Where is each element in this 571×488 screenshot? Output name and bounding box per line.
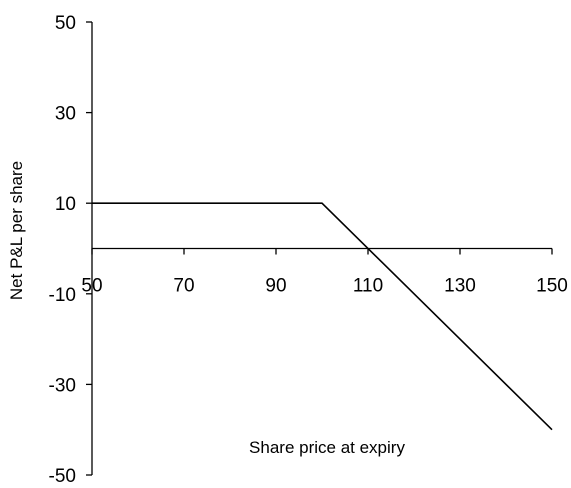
series-group xyxy=(92,202,553,431)
y-tick-label: 10 xyxy=(55,194,76,215)
x-axis: 50 70 90 110 130 150 xyxy=(81,247,568,297)
payoff-line xyxy=(92,202,553,431)
x-tick-label: 70 xyxy=(173,276,194,297)
x-tick-label: 150 xyxy=(536,276,568,297)
y-tick-label: -30 xyxy=(49,375,76,396)
x-tick-label: 90 xyxy=(265,276,286,297)
y-axis-title: Net P&L per share xyxy=(7,161,26,300)
x-tick-label: 130 xyxy=(444,276,476,297)
y-tick-label: -10 xyxy=(49,285,76,306)
y-tick-label: -50 xyxy=(49,466,76,487)
y-tick-label: 30 xyxy=(55,104,76,125)
x-tick-label: 110 xyxy=(353,276,383,297)
x-axis-title: Share price at expiry xyxy=(249,438,405,457)
y-axis: 50 30 10 -10 -30 -50 xyxy=(49,13,93,487)
x-tick-label: 50 xyxy=(81,276,102,297)
y-tick-label: 50 xyxy=(55,13,76,34)
